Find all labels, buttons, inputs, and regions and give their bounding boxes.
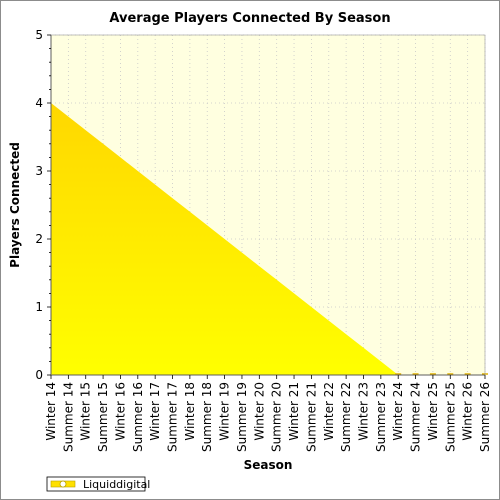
y-tick-label-1: 1 [35,300,43,314]
x-tick-label-9: Summer 18 [200,382,214,452]
x-tick-label-20: Winter 24 [391,382,405,441]
x-tick-label-25: Summer 26 [478,382,492,452]
x-tick-label-0: Winter 14 [44,382,58,441]
x-tick-label-16: Winter 22 [322,382,336,441]
x-tick-label-23: Summer 25 [443,382,457,452]
legend-label: Liquiddigital [83,478,150,491]
x-tick-label-1: Summer 14 [61,382,75,452]
y-axis-title: Players Connected [8,142,22,268]
x-tick-label-21: Summer 24 [409,382,423,452]
x-tick-label-14: Winter 21 [287,382,301,441]
x-tick-label-15: Summer 21 [304,382,318,452]
x-tick-label-12: Winter 20 [252,382,266,441]
y-tick-label-3: 3 [35,164,43,178]
legend-box [46,476,146,492]
series-area-0 [51,103,485,375]
y-tick-label-0: 0 [35,368,43,382]
x-tick-label-4: Winter 16 [113,382,127,441]
x-tick-label-2: Winter 15 [79,382,93,441]
x-tick-labels: Winter 14 Summer 14 Winter 15 Summer 15 Wint… [44,382,492,452]
x-tick-label-13: Summer 20 [270,382,284,452]
y-tick-labels: 0 1 2 3 4 5 [35,28,43,382]
x-tick-label-10: Winter 19 [218,382,232,441]
axes [47,34,486,379]
series-layer [51,103,488,375]
x-tick-label-7: Summer 17 [166,382,180,452]
x-tick-label-18: Winter 23 [356,382,370,441]
x-tick-label-6: Winter 17 [148,382,162,441]
x-tick-label-24: Winter 26 [461,382,475,441]
x-tick-label-5: Summer 16 [131,382,145,452]
x-axis-title: Season [244,458,293,472]
x-tick-label-19: Summer 23 [374,382,388,452]
x-tick-label-8: Winter 18 [183,382,197,441]
y-tick-label-4: 4 [35,96,43,110]
x-tick-label-22: Winter 25 [426,382,440,441]
x-tick-label-3: Summer 15 [96,382,110,452]
chart-title: Average Players Connected By Season [109,11,390,26]
legend: Liquiddigital [46,476,150,492]
legend-marker-icon [59,480,67,488]
x-tick-label-17: Summer 22 [339,382,353,452]
y-tick-label-5: 5 [35,28,43,42]
x-tick-label-11: Summer 19 [235,382,249,452]
plot-border [50,34,486,376]
y-tick-label-2: 2 [35,232,43,246]
